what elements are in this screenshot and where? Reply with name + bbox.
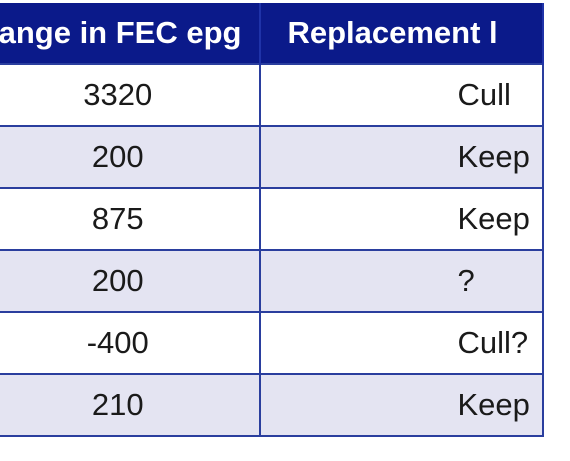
cell-replacement: Keep (259, 373, 544, 437)
cell-replacement: Cull (259, 63, 544, 127)
cell-replacement: Keep (259, 125, 544, 189)
header-replacement: Replacement l (259, 3, 544, 64)
data-table: hange in FEC epg Replacement l 3320 Cull… (0, 3, 544, 437)
cell-change: 210 (0, 373, 262, 437)
header-row: hange in FEC epg Replacement l (0, 3, 544, 64)
table-row: 200 ? (0, 249, 544, 313)
header-change-fec-epg: hange in FEC epg (0, 3, 262, 64)
cell-change: -400 (0, 311, 262, 375)
table-row: 200 Keep (0, 125, 544, 189)
cell-change: 200 (0, 125, 262, 189)
cell-change: 3320 (0, 63, 262, 127)
cell-replacement: Keep (259, 187, 544, 251)
table-row: 3320 Cull (0, 63, 544, 127)
cell-change: 200 (0, 249, 262, 313)
table-row: 210 Keep (0, 373, 544, 437)
cell-replacement: Cull? (259, 311, 544, 375)
table-row: 875 Keep (0, 187, 544, 251)
table-row: -400 Cull? (0, 311, 544, 375)
cell-replacement: ? (259, 249, 544, 313)
cell-change: 875 (0, 187, 262, 251)
